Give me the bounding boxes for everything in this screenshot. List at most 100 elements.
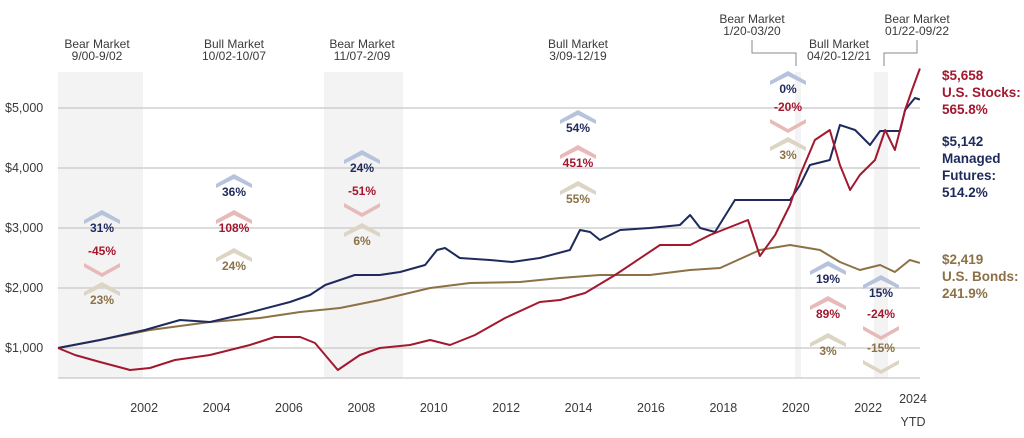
period-label: Bull Market <box>548 37 609 51</box>
return-stocks: -24% <box>867 307 895 321</box>
return-stocks: -20% <box>774 100 802 114</box>
return-managed: 36% <box>222 185 246 199</box>
end-value: $5,658 <box>942 68 984 83</box>
end-return: 565.8% <box>942 102 988 117</box>
chevron-up-icon <box>770 137 806 151</box>
gridlines <box>58 107 920 379</box>
period-label: Bear Market <box>64 37 130 51</box>
end-value: $5,142 <box>942 134 983 149</box>
period-dates: 1/20-03/20 <box>723 24 781 38</box>
end-return: 241.9% <box>942 286 988 301</box>
series-line-stocks <box>57 68 921 371</box>
end-return: 514.2% <box>942 185 988 200</box>
return-stocks: -45% <box>88 244 116 258</box>
shaded-periods <box>58 72 888 378</box>
period-label: Bear Market <box>719 12 785 26</box>
return-managed: 54% <box>566 121 590 135</box>
shaded-region <box>58 72 143 378</box>
period-label: Bear Market <box>329 37 395 51</box>
return-stocks: 451% <box>563 156 594 170</box>
series-line-bonds <box>57 244 921 349</box>
return-managed: 0% <box>779 82 797 96</box>
return-managed: 24% <box>350 161 374 175</box>
bracket-line <box>751 40 797 66</box>
period-dates: 10/02-10/07 <box>202 49 266 63</box>
x-tick-label: 2018 <box>709 401 737 415</box>
series-name: U.S. Bonds: <box>942 269 1019 284</box>
chevron-up-icon <box>810 296 846 310</box>
period-label: Bear Market <box>884 12 950 26</box>
return-bonds: 55% <box>566 192 590 206</box>
return-bonds: 24% <box>222 259 246 273</box>
period-dates: 04/20-12/21 <box>807 49 871 63</box>
return-managed: 19% <box>816 272 840 286</box>
chevron-up-icon <box>84 210 120 224</box>
x-tick-label: 2016 <box>637 401 665 415</box>
end-labels: $5,658 U.S. Stocks: 565.8% $5,142 Managed Fut… <box>942 68 1021 301</box>
period-dates: 01/22-09/22 <box>885 24 949 38</box>
return-bonds: -15% <box>867 341 895 355</box>
chevron-up-icon <box>344 223 380 237</box>
chevron-down-icon <box>863 326 899 340</box>
period-dates: 11/07-2/09 <box>334 49 391 63</box>
end-value: $2,419 <box>942 252 983 267</box>
return-stocks: -51% <box>348 184 376 198</box>
return-bonds: 6% <box>353 234 371 248</box>
chevron-up-icon <box>216 174 252 188</box>
return-bonds: 23% <box>90 293 114 307</box>
return-bonds: 3% <box>779 148 797 162</box>
return-managed: 31% <box>90 221 114 235</box>
chevron-up-icon <box>84 282 120 296</box>
x-axis-ticks: 2002 2004 2006 2008 2010 2012 2014 2016 2018 2020… <box>130 392 927 429</box>
chevron-up-icon <box>560 181 596 195</box>
x-tick-label: 2024 <box>899 392 927 406</box>
series-line-managed-futures <box>57 97 921 349</box>
x-tick-label: 2012 <box>492 401 520 415</box>
chevron-up-icon <box>216 210 252 224</box>
y-tick-label: $4,000 <box>5 161 43 175</box>
x-tick-label: 2014 <box>565 401 593 415</box>
period-label: Bull Market <box>204 37 265 51</box>
shaded-region <box>795 72 801 378</box>
return-stocks: 108% <box>219 221 250 235</box>
bracket-line <box>883 40 918 66</box>
chevron-up-icon <box>810 333 846 347</box>
series-name: Managed Futures: <box>942 151 1001 183</box>
x-tick-label: 2008 <box>347 401 375 415</box>
period-dates: 3/09-12/19 <box>549 49 607 63</box>
x-tick-label: 2022 <box>854 401 882 415</box>
return-stocks: 89% <box>816 307 840 321</box>
chevron-up-icon <box>810 261 846 275</box>
return-bonds: 3% <box>819 344 837 358</box>
chevron-up-icon <box>863 275 899 289</box>
y-axis-ticks: $1,000 $2,000 $3,000 $4,000 $5,000 <box>5 101 43 355</box>
chevron-down-icon <box>863 360 899 374</box>
x-tick-label: 2004 <box>203 401 231 415</box>
x-tick-sublabel: YTD <box>901 415 926 429</box>
period-returns: 31% -45% 23% 36% 108% 24% 24% -51% 6% 54% 451% 55% 0… <box>84 71 899 374</box>
x-tick-label: 2006 <box>275 401 303 415</box>
period-dates: 9/00-9/02 <box>72 49 123 63</box>
chevron-up-icon <box>560 145 596 159</box>
chevron-down-icon <box>344 203 380 217</box>
shaded-region <box>874 72 888 378</box>
chevron-down-icon <box>770 119 806 133</box>
chevron-down-icon <box>84 263 120 277</box>
series-name-line: Futures: <box>942 168 996 183</box>
series-name-line: Managed <box>942 151 1001 166</box>
chevron-up-icon <box>770 71 806 85</box>
chevron-up-icon <box>216 248 252 262</box>
series-name: U.S. Stocks: <box>942 85 1021 100</box>
x-tick-label: 2020 <box>782 401 810 415</box>
chevron-up-icon <box>344 150 380 164</box>
chevron-up-icon <box>560 110 596 124</box>
x-tick-label: 2002 <box>130 401 158 415</box>
x-tick-label: 2010 <box>420 401 448 415</box>
y-tick-label: $1,000 <box>5 341 43 355</box>
y-tick-label: $3,000 <box>5 221 43 235</box>
series-lines <box>57 68 921 371</box>
y-tick-label: $5,000 <box>5 101 43 115</box>
return-managed: 15% <box>869 286 893 300</box>
